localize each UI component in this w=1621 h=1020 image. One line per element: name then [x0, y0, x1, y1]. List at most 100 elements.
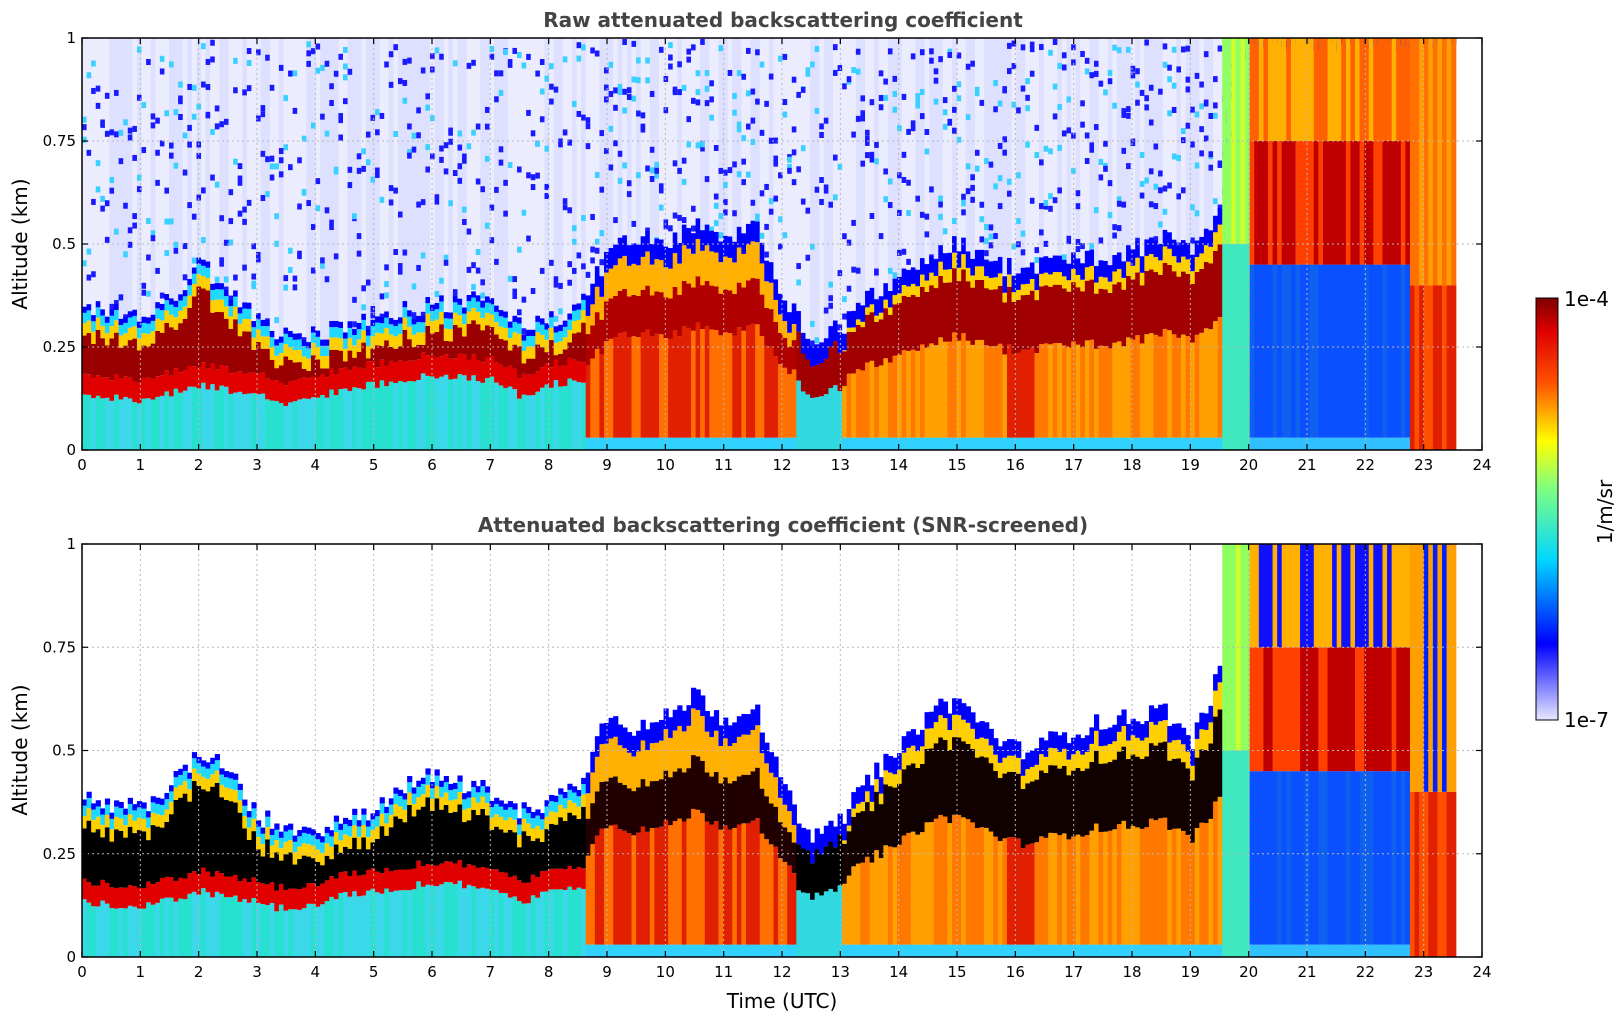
- backscatter-cell: [407, 776, 413, 783]
- profile-column: [1217, 38, 1223, 450]
- backscatter-cell: [585, 437, 591, 450]
- noise-speck: [1217, 204, 1223, 211]
- backscatter-cell: [269, 902, 275, 957]
- noise-speck: [1029, 46, 1036, 53]
- noise-speck: [233, 87, 239, 94]
- backscatter-cell: [713, 231, 720, 253]
- profile-column: [1162, 38, 1168, 450]
- profile-column: [535, 38, 541, 450]
- profile-column: [256, 820, 262, 957]
- profile-column: [370, 813, 376, 957]
- noise-speck: [95, 160, 101, 167]
- backscatter-cell: [320, 852, 326, 866]
- noise-speck: [306, 41, 312, 48]
- profile-column: [1039, 737, 1045, 957]
- backscatter-cell: [585, 772, 591, 794]
- backscatter-cell: [599, 437, 605, 450]
- backscatter-cell: [759, 833, 765, 945]
- backscatter-cell: [182, 390, 188, 450]
- backscatter-cell: [1409, 38, 1416, 286]
- backscatter-cell: [503, 340, 509, 368]
- backscatter-cell: [558, 868, 564, 890]
- backscatter-cell: [91, 803, 97, 810]
- backscatter-cell: [283, 831, 289, 842]
- backscatter-cell: [663, 297, 669, 339]
- profile-column: [1332, 38, 1338, 450]
- backscatter-cell: [141, 322, 147, 334]
- backscatter-cell: [1029, 766, 1036, 782]
- noise-speck: [365, 131, 372, 138]
- noise-speck: [169, 61, 175, 68]
- backscatter-cell: [869, 944, 875, 957]
- noise-speck: [1075, 239, 1081, 246]
- noise-speck: [571, 225, 578, 232]
- noise-speck: [956, 81, 962, 88]
- backscatter-cell: [356, 339, 362, 352]
- backscatter-cell: [1185, 336, 1191, 438]
- noise-speck: [585, 123, 591, 130]
- backscatter-cell: [846, 332, 852, 374]
- backscatter-cell: [343, 367, 349, 389]
- noise-speck: [1020, 85, 1026, 92]
- backscatter-cell: [214, 299, 220, 312]
- backscatter-cell: [251, 321, 257, 328]
- backscatter-cell: [1006, 837, 1013, 945]
- backscatter-cell: [1181, 744, 1187, 763]
- noise-speck: [91, 271, 97, 278]
- noise-speck: [132, 154, 138, 161]
- backscatter-cell: [288, 829, 294, 841]
- backscatter-cell: [1098, 729, 1104, 747]
- profile-column: [828, 820, 834, 957]
- backscatter-cell: [1025, 349, 1031, 438]
- profile-column: [910, 38, 917, 450]
- noise-speck: [1039, 229, 1045, 236]
- backscatter-cell: [1327, 141, 1333, 265]
- profile-column: [1432, 38, 1439, 450]
- backscatter-cell: [901, 268, 907, 286]
- profile-column: [352, 38, 358, 450]
- profile-column: [933, 38, 939, 450]
- backscatter-cell: [631, 243, 637, 264]
- profile-column: [498, 800, 504, 957]
- profile-column: [503, 803, 509, 957]
- backscatter-cell: [704, 245, 710, 281]
- backscatter-cell: [365, 849, 372, 871]
- noise-band: [187, 38, 193, 280]
- backscatter-cell: [242, 308, 248, 319]
- noise-band: [1020, 38, 1026, 268]
- backscatter-cell: [512, 332, 518, 345]
- noise-speck: [104, 92, 111, 99]
- backscatter-cell: [1313, 38, 1319, 141]
- backscatter-cell: [1432, 285, 1439, 450]
- backscatter-cell: [979, 266, 985, 280]
- backscatter-cell: [910, 763, 917, 832]
- backscatter-cell: [919, 286, 926, 345]
- noise-speck: [695, 142, 701, 149]
- backscatter-cell: [146, 817, 152, 828]
- backscatter-cell: [457, 304, 463, 316]
- backscatter-cell: [704, 821, 710, 945]
- backscatter-cell: [691, 808, 697, 945]
- noise-speck: [938, 201, 944, 208]
- backscatter-cell: [146, 346, 152, 378]
- backscatter-cell: [658, 437, 665, 450]
- backscatter-cell: [613, 244, 619, 266]
- backscatter-cell: [407, 792, 413, 805]
- noise-speck: [439, 156, 445, 163]
- backscatter-cell: [750, 220, 756, 242]
- backscatter-cell: [1057, 768, 1063, 836]
- profile-column: [324, 826, 330, 957]
- backscatter-cell: [420, 322, 427, 333]
- backscatter-cell: [136, 382, 143, 404]
- noise-band: [1025, 38, 1031, 268]
- backscatter-cell: [1181, 437, 1187, 450]
- noise-speck: [320, 113, 326, 120]
- noise-speck: [507, 61, 514, 68]
- backscatter-cell: [1020, 759, 1026, 776]
- backscatter-cell: [1093, 348, 1100, 438]
- backscatter-cell: [278, 365, 285, 383]
- backscatter-cell: [256, 836, 262, 850]
- profile-column: [265, 38, 271, 450]
- backscatter-cell: [1116, 824, 1123, 945]
- backscatter-cell: [796, 890, 802, 957]
